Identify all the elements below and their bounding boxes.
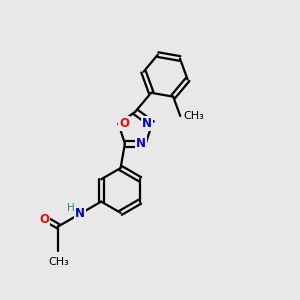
Text: O: O bbox=[119, 117, 129, 130]
Text: O: O bbox=[39, 213, 50, 226]
Text: CH₃: CH₃ bbox=[48, 257, 69, 267]
Text: CH₃: CH₃ bbox=[183, 111, 204, 121]
Text: N: N bbox=[142, 117, 152, 130]
Text: N: N bbox=[136, 137, 146, 150]
Text: N: N bbox=[75, 208, 85, 220]
Text: H: H bbox=[67, 203, 75, 213]
